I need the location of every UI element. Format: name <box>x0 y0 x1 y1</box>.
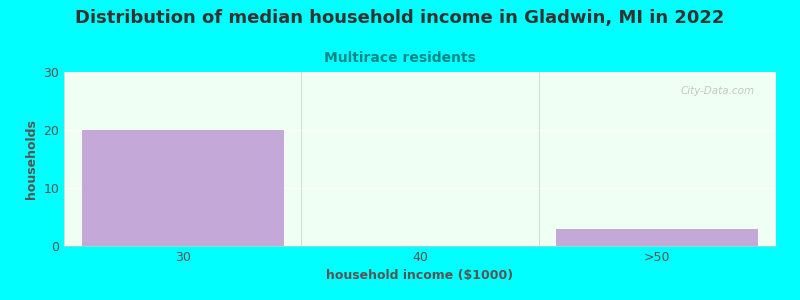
Bar <box>557 229 758 246</box>
X-axis label: household income ($1000): household income ($1000) <box>326 269 514 282</box>
Text: Distribution of median household income in Gladwin, MI in 2022: Distribution of median household income … <box>75 9 725 27</box>
Text: City-Data.com: City-Data.com <box>681 86 754 96</box>
Bar <box>82 130 283 246</box>
Y-axis label: households: households <box>25 119 38 199</box>
Text: Multirace residents: Multirace residents <box>324 51 476 65</box>
